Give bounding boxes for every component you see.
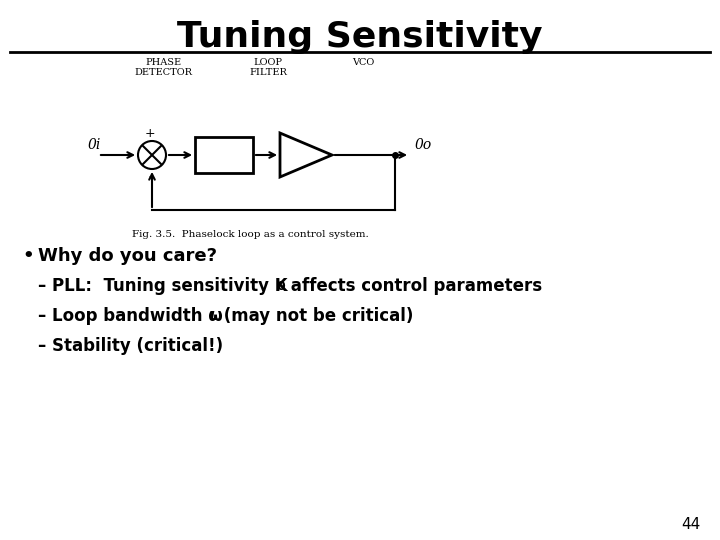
Text: VCO: VCO: [352, 58, 374, 67]
Text: PHASE
DETECTOR: PHASE DETECTOR: [134, 58, 192, 77]
Text: +: +: [145, 127, 156, 140]
Text: •: •: [22, 247, 34, 265]
Text: (may not be critical): (may not be critical): [218, 307, 413, 325]
Text: 0i: 0i: [88, 138, 102, 152]
Text: -: -: [149, 170, 153, 183]
Text: 44: 44: [680, 517, 700, 532]
Text: – Loop bandwidth ω: – Loop bandwidth ω: [38, 307, 222, 325]
Text: 0o: 0o: [415, 138, 432, 152]
Text: – PLL:  Tuning sensitivity K: – PLL: Tuning sensitivity K: [38, 277, 287, 295]
Text: Fig. 3.5.  Phaselock loop as a control system.: Fig. 3.5. Phaselock loop as a control sy…: [132, 230, 369, 239]
Text: L: L: [210, 310, 218, 323]
Text: – Stability (critical!): – Stability (critical!): [38, 337, 223, 355]
Text: 0: 0: [276, 280, 284, 293]
Text: Tuning Sensitivity: Tuning Sensitivity: [177, 20, 543, 54]
Bar: [195, 137, 253, 173]
Text: affects control parameters: affects control parameters: [285, 277, 542, 295]
Text: Why do you care?: Why do you care?: [38, 247, 217, 265]
Text: LOOP
FILTER: LOOP FILTER: [249, 58, 287, 77]
